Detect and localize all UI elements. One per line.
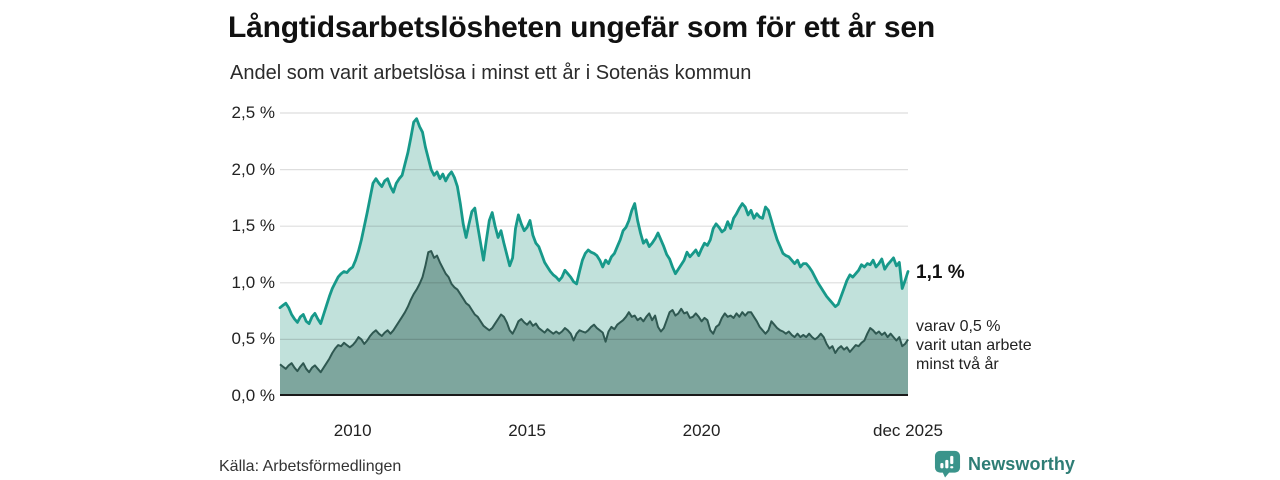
end-sub-label: varav 0,5 % varit utan arbete minst två år [916, 317, 1032, 374]
end-sub-line: varit utan arbete [916, 337, 1032, 354]
x-tick-label: 2010 [333, 421, 372, 440]
y-tick-label: 2,5 % [231, 103, 275, 122]
x-tick-label: dec 2025 [873, 421, 943, 440]
y-tick-label: 2,0 % [231, 159, 275, 179]
source-label: Källa: Arbetsförmedlingen [219, 458, 402, 475]
brand-name: Newsworthy [968, 453, 1076, 474]
chart-title: Långtidsarbetslösheten ungefär som för e… [228, 11, 936, 44]
y-tick-label: 1,0 % [231, 272, 275, 292]
gridlines [280, 112, 908, 340]
end-sub-line: varav 0,5 % [916, 318, 1001, 335]
end-sub-line: minst två år [916, 356, 999, 373]
plot-area [278, 112, 910, 396]
x-tick-label: 2020 [682, 421, 721, 440]
chart-subtitle: Andel som varit arbetslösa i minst ett å… [230, 62, 752, 84]
area-fill-two-years [280, 251, 908, 396]
area-chart [278, 112, 910, 396]
y-tick-label: 0,0 % [231, 386, 275, 405]
newsworthy-icon [934, 450, 961, 478]
series-line-two-years [279, 250, 909, 374]
brand-logo: Newsworthy [934, 450, 1075, 478]
y-tick-label: 1,5 % [231, 216, 275, 236]
x-tick-label: 2015 [508, 421, 547, 440]
series-line-one-year [278, 117, 910, 325]
y-tick-label: 0,5 % [231, 329, 275, 349]
end-value-label: 1,1 % [916, 262, 965, 283]
